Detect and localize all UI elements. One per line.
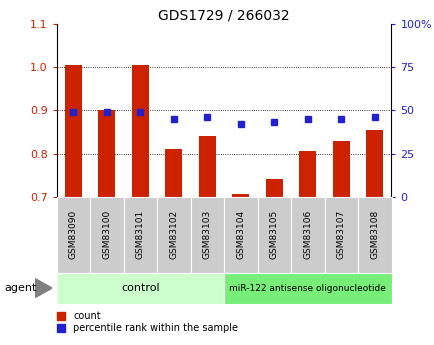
FancyBboxPatch shape bbox=[257, 197, 290, 273]
FancyBboxPatch shape bbox=[357, 197, 391, 273]
FancyBboxPatch shape bbox=[157, 197, 190, 273]
Bar bbox=[65, 65, 82, 345]
Text: GSM83104: GSM83104 bbox=[236, 210, 245, 259]
Text: GSM83090: GSM83090 bbox=[69, 210, 78, 259]
FancyBboxPatch shape bbox=[123, 197, 157, 273]
Legend: count, percentile rank within the sample: count, percentile rank within the sample bbox=[57, 311, 237, 333]
Text: control: control bbox=[121, 283, 159, 293]
Text: GSM83105: GSM83105 bbox=[269, 210, 278, 259]
Bar bbox=[299, 151, 316, 345]
Text: miR-122 antisense oligonucleotide: miR-122 antisense oligonucleotide bbox=[229, 284, 385, 293]
Text: GSM83103: GSM83103 bbox=[202, 210, 211, 259]
Text: GSM83107: GSM83107 bbox=[336, 210, 345, 259]
Bar bbox=[198, 136, 215, 345]
Bar bbox=[165, 149, 182, 345]
Text: GSM83108: GSM83108 bbox=[369, 210, 378, 259]
FancyBboxPatch shape bbox=[56, 273, 224, 304]
Bar bbox=[98, 110, 115, 345]
Bar bbox=[332, 141, 349, 345]
FancyBboxPatch shape bbox=[190, 197, 224, 273]
Bar bbox=[132, 65, 148, 345]
FancyBboxPatch shape bbox=[56, 197, 90, 273]
Text: GSM83102: GSM83102 bbox=[169, 210, 178, 259]
Bar bbox=[265, 179, 282, 345]
Bar bbox=[232, 195, 249, 345]
FancyBboxPatch shape bbox=[290, 197, 324, 273]
Text: GSM83100: GSM83100 bbox=[102, 210, 111, 259]
FancyBboxPatch shape bbox=[324, 197, 357, 273]
Text: agent: agent bbox=[4, 283, 36, 293]
FancyBboxPatch shape bbox=[224, 273, 391, 304]
Text: GSM83106: GSM83106 bbox=[302, 210, 312, 259]
Bar bbox=[365, 130, 382, 345]
FancyBboxPatch shape bbox=[90, 197, 123, 273]
Text: GSM83101: GSM83101 bbox=[135, 210, 145, 259]
Polygon shape bbox=[35, 278, 52, 298]
Title: GDS1729 / 266032: GDS1729 / 266032 bbox=[158, 9, 289, 23]
FancyBboxPatch shape bbox=[224, 197, 257, 273]
